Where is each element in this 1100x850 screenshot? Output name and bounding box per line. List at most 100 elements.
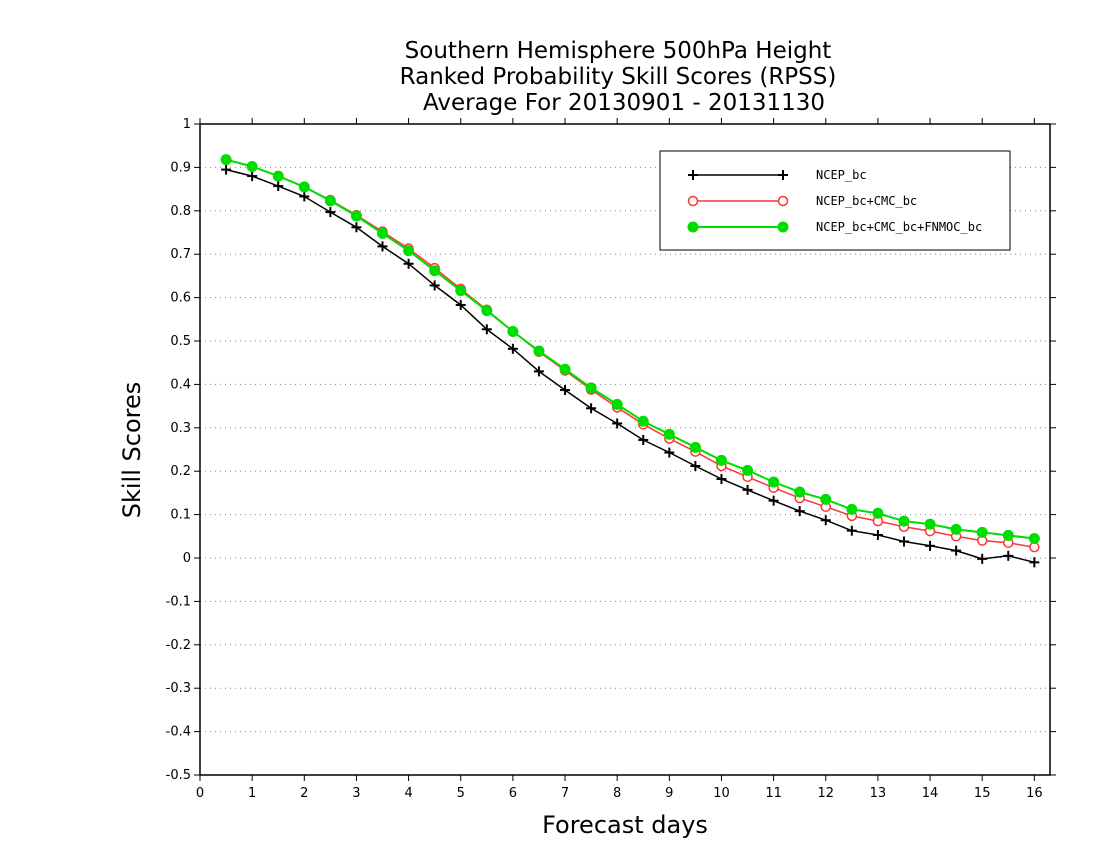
data-point (273, 181, 284, 192)
data-point (377, 227, 389, 239)
plot-frame (199, 123, 1051, 776)
data-point (898, 515, 910, 527)
y-tick-label: 0.5 (170, 334, 191, 349)
x-tick-label: 9 (665, 786, 673, 801)
x-tick-label: 10 (713, 786, 730, 801)
x-tick-label: 11 (765, 786, 782, 801)
legend: NCEP_bc NCEP_bc+CMC_bc NCEP_bc+CMC_bc+FNMO… (659, 150, 1011, 251)
data-point (846, 525, 857, 536)
y-tick-label: 0.3 (170, 421, 191, 436)
legend-marker-right (778, 170, 788, 180)
data-point (794, 506, 805, 517)
series-line (225, 168, 1035, 564)
data-point (299, 191, 310, 202)
data-point (533, 345, 545, 357)
data-point (742, 464, 754, 476)
data-point (1029, 541, 1040, 553)
series-layer (220, 154, 1040, 568)
data-point (872, 529, 883, 540)
data-point (559, 363, 571, 375)
y-tick-label: 0.8 (170, 204, 191, 219)
x-tick-label: 6 (509, 786, 517, 801)
data-point (768, 476, 780, 488)
legend-marker-left (688, 170, 698, 180)
data-point (637, 415, 649, 427)
y-tick-label: 0.4 (170, 377, 191, 392)
data-point (1028, 532, 1040, 544)
data-point (689, 441, 701, 453)
legend-entry: NCEP_bc+CMC_bc (687, 194, 917, 208)
x-tick-label: 4 (404, 786, 412, 801)
data-point (924, 518, 936, 530)
data-point (585, 382, 597, 394)
y-tick-label: 0 (183, 551, 191, 566)
data-point (455, 285, 467, 297)
grid-lines (200, 166, 1050, 733)
x-tick-label: 2 (300, 786, 308, 801)
data-point (429, 280, 440, 291)
legend-entry: NCEP_bc+CMC_bc+FNMOC_bc (687, 220, 982, 234)
legend-entry: NCEP_bc (688, 168, 867, 182)
data-point (246, 161, 258, 173)
legend-marker-right (777, 221, 789, 233)
data-point (325, 207, 336, 218)
y-tick-label: 0.9 (170, 160, 191, 175)
legend-label: NCEP_bc+CMC_bc (816, 194, 917, 208)
data-point (925, 540, 936, 551)
legend-label: NCEP_bc+CMC_bc+FNMOC_bc (816, 220, 982, 234)
x-axis-label: Forecast days (542, 811, 708, 839)
data-point (455, 299, 466, 310)
x-tick-label: 12 (817, 786, 834, 801)
chart-title-line-1: Southern Hemisphere 500hPa Height (405, 38, 832, 64)
y-tick-label: 0.6 (170, 291, 191, 306)
legend-label: NCEP_bc (816, 168, 867, 182)
data-point (324, 195, 336, 207)
data-point (663, 428, 675, 440)
x-tick-label: 5 (457, 786, 465, 801)
data-point (403, 258, 414, 269)
data-point (612, 418, 623, 429)
x-tick-label: 3 (352, 786, 360, 801)
data-point (690, 460, 701, 471)
data-point (1002, 529, 1014, 541)
legend-marker-left (687, 195, 699, 207)
y-tick-label: -0.3 (166, 681, 191, 696)
x-tick-label: 16 (1026, 786, 1043, 801)
data-point (377, 241, 388, 252)
data-point (481, 324, 492, 335)
data-point (898, 536, 909, 547)
y-tick-label: 1 (183, 117, 191, 132)
data-point (664, 447, 675, 458)
y-axis-label: Skill Scores (118, 382, 146, 519)
chart-title-line-3: Average For 20130901 - 20131130 (423, 90, 825, 116)
data-point (507, 325, 519, 337)
series-3 (220, 154, 1040, 544)
data-point (742, 484, 753, 495)
x-axis-ticks: 0 1 2 3 4 5 6 7 8 9 10 11 12 13 14 15 16 (196, 118, 1043, 801)
y-tick-label: -0.1 (166, 594, 191, 609)
series-1 (221, 164, 1040, 568)
y-tick-label: 0.2 (170, 464, 191, 479)
chart-title-line-2: Ranked Probability Skill Scores (RPSS) (400, 64, 837, 90)
y-tick-label: -0.4 (166, 725, 191, 740)
data-point (611, 398, 623, 410)
data-point (221, 164, 232, 175)
data-point (872, 507, 884, 519)
data-point (976, 526, 988, 538)
data-point (429, 265, 441, 277)
chart-title: Southern Hemisphere 500hPa Height Ranked… (400, 38, 837, 116)
y-tick-label: -0.2 (166, 638, 191, 653)
x-tick-label: 0 (196, 786, 204, 801)
data-point (403, 245, 415, 257)
data-point (950, 523, 962, 535)
x-tick-label: 8 (613, 786, 621, 801)
data-point (560, 385, 571, 396)
data-point (298, 181, 310, 193)
x-tick-label: 1 (248, 786, 256, 801)
y-tick-label: 0.7 (170, 247, 191, 262)
data-point (820, 493, 832, 505)
y-axis-ticks: 1 0.9 0.8 0.7 0.6 0.5 0.4 0.3 0.2 0.1 0 -0.1 -0.2 -0.… (166, 117, 1056, 783)
x-tick-label: 7 (561, 786, 569, 801)
x-tick-label: 15 (974, 786, 991, 801)
data-point (820, 515, 831, 526)
